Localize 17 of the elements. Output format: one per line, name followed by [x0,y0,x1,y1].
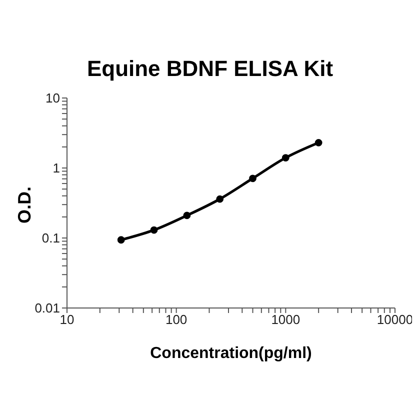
point [314,138,322,146]
chart-title: Equine BDNF ELISA Kit [86,56,334,82]
y-tick-label: 10 [46,90,60,106]
point [150,226,158,234]
point [117,236,125,244]
y-tick-label: 0.1 [42,230,60,246]
point [282,154,290,162]
x-axis-title: Concentration(pg/ml) [149,345,313,363]
y-tick-label: 1 [52,160,60,176]
point [216,195,224,203]
x-tick-label: 10 [60,312,74,328]
y-axis-title: O.D. [14,186,36,224]
y-tick-label: 0.01 [34,300,60,316]
x-tick-label: 100 [165,312,188,328]
point [183,212,191,220]
x-tick-label: 1000 [271,312,300,328]
point [249,174,256,182]
